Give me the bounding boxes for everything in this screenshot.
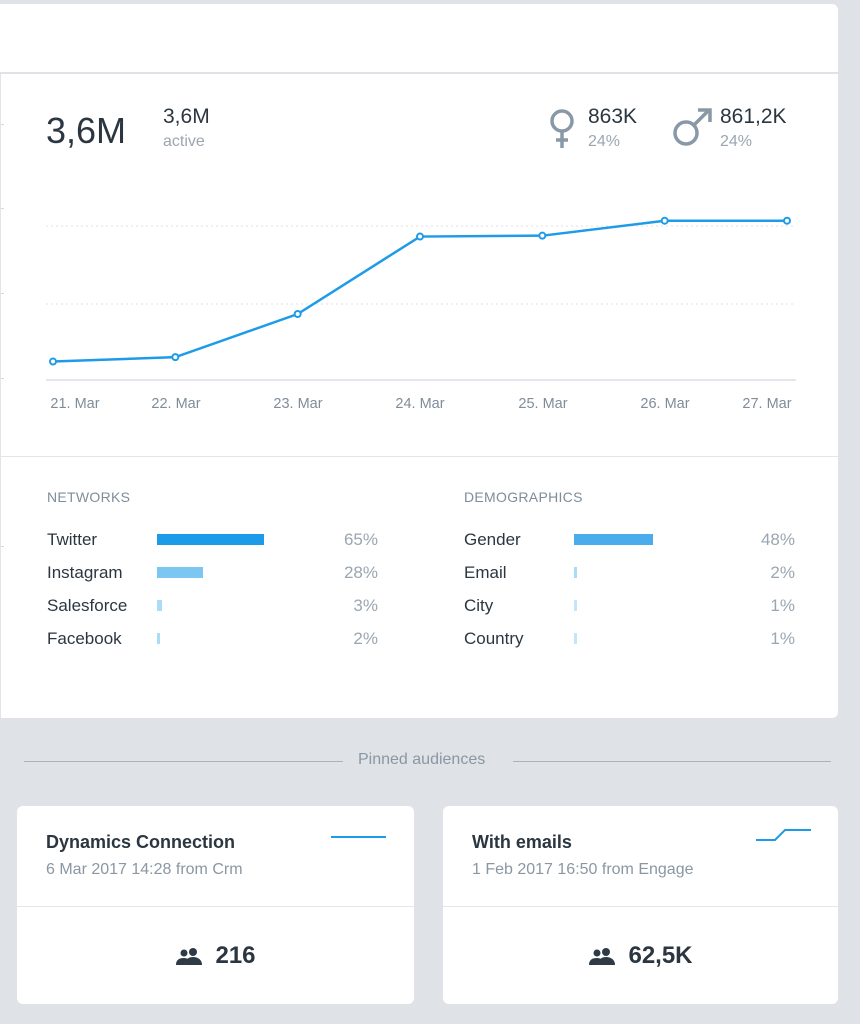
left-tick <box>1 378 4 379</box>
stat-row-country: Country 1% <box>464 629 804 649</box>
chart-point[interactable] <box>783 216 791 225</box>
stat-bar <box>574 567 577 578</box>
stat-label: Twitter <box>47 530 98 549</box>
audience-title: Dynamics Connection <box>46 832 236 852</box>
card-divider <box>443 906 838 907</box>
sparkline-flat <box>331 836 386 838</box>
stat-bar <box>157 600 162 611</box>
pinned-audience-card[interactable]: With emails 1 Feb 2017 16:50 from Engage… <box>443 806 838 1004</box>
audience-count: 62,5K <box>628 942 693 969</box>
stat-label: City <box>464 596 494 615</box>
stat-row-city: City 1% <box>464 596 804 616</box>
chart-x-tick-label: 26. Mar <box>640 396 689 412</box>
people-icon <box>589 948 616 965</box>
stat-percent: 2% <box>770 563 795 582</box>
female-count: 863K <box>588 105 638 128</box>
chart-x-tick-label: 24. Mar <box>395 396 444 412</box>
left-tick <box>1 293 4 294</box>
pinned-divider-left <box>24 761 343 762</box>
stat-percent: 28% <box>343 563 378 582</box>
chart-point[interactable] <box>416 232 424 241</box>
pinned-audience-card[interactable]: Dynamics Connection 6 Mar 2017 14:28 fro… <box>17 806 414 1004</box>
stat-row-gender: Gender 48% <box>464 530 804 550</box>
stat-label: Instagram <box>47 563 123 582</box>
stat-row-email: Email 2% <box>464 563 804 583</box>
active-audience-value: 3,6M <box>163 105 210 128</box>
stat-percent: 48% <box>760 530 795 549</box>
chart-point[interactable] <box>171 353 180 362</box>
stat-label: Email <box>464 563 507 582</box>
left-tick <box>1 208 4 209</box>
stat-percent: 65% <box>343 530 378 549</box>
active-audience-label: active <box>163 133 205 150</box>
section-divider <box>0 456 838 457</box>
chart-x-tick-label: 25. Mar <box>518 396 567 412</box>
male-count: 861,2K <box>720 105 787 128</box>
stat-bar <box>157 633 160 644</box>
chart-x-tick-label: 21. Mar <box>50 396 99 412</box>
stat-bar <box>157 567 203 578</box>
left-tick <box>1 546 4 547</box>
stat-percent: 1% <box>770 596 795 615</box>
networks-title: NETWORKS <box>47 489 131 505</box>
demographics-title: DEMOGRAPHICS <box>464 489 583 505</box>
chart-point[interactable] <box>49 357 57 366</box>
chart-x-tick-label: 22. Mar <box>151 396 200 412</box>
audience-count: 216 <box>215 942 256 969</box>
audience-count-row: 62,5K <box>443 942 838 970</box>
male-percent: 24% <box>720 133 753 150</box>
stat-row-instagram: Instagram 28% <box>47 563 387 583</box>
audience-subtitle: 1 Feb 2017 16:50 from Engage <box>472 861 694 878</box>
chart-x-tick-label: 27. Mar <box>742 396 791 412</box>
stat-label: Gender <box>464 530 521 549</box>
stat-row-facebook: Facebook 2% <box>47 629 387 649</box>
chart-point[interactable] <box>538 231 547 240</box>
stat-row-twitter: Twitter 65% <box>47 530 387 550</box>
stat-bar <box>574 600 577 611</box>
stat-row-salesforce: Salesforce 3% <box>47 596 387 616</box>
sparkline-step <box>756 829 811 841</box>
female-percent: 24% <box>588 133 621 150</box>
stat-bar <box>157 534 264 545</box>
total-audience-value: 3,6M <box>46 110 127 151</box>
audience-line-chart: 21. Mar 22. Mar 23. Mar 24. Mar 25. Mar 26. M… <box>46 216 796 412</box>
stat-percent: 1% <box>770 629 795 648</box>
stat-label: Salesforce <box>47 596 128 615</box>
pinned-divider-right <box>513 761 831 762</box>
chart-series-line <box>52 219 787 363</box>
pinned-audiences-label: Pinned audiences <box>358 751 486 768</box>
header-card <box>0 4 838 72</box>
chart-point[interactable] <box>293 310 302 318</box>
stat-label: Country <box>464 629 524 648</box>
chart-point[interactable] <box>660 216 669 225</box>
stat-label: Facebook <box>47 629 122 648</box>
stat-percent: 3% <box>353 596 378 615</box>
chart-x-tick-label: 23. Mar <box>273 396 322 412</box>
female-icon <box>550 109 574 148</box>
stat-bar <box>574 534 653 545</box>
left-tick <box>1 124 4 125</box>
stat-bar <box>574 633 577 644</box>
stat-percent: 2% <box>353 629 378 648</box>
audience-subtitle: 6 Mar 2017 14:28 from Crm <box>46 861 243 878</box>
people-icon <box>176 948 203 965</box>
audience-count-row: 216 <box>17 942 414 970</box>
card-divider <box>17 906 414 907</box>
male-icon <box>673 108 712 146</box>
audience-overview-card <box>0 74 838 718</box>
audience-title: With emails <box>472 832 572 852</box>
